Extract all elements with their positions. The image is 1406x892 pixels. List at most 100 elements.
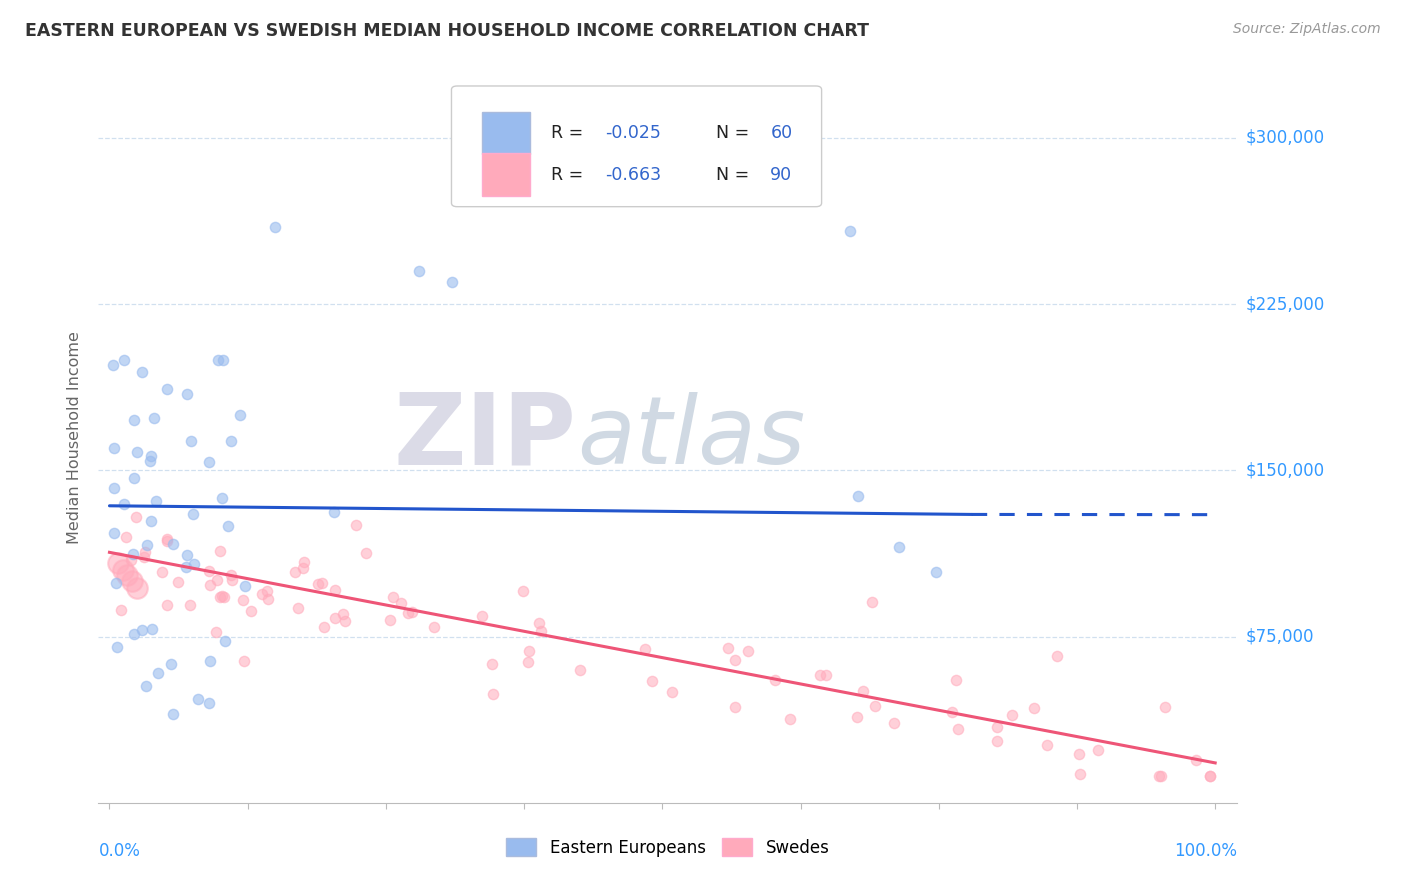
- FancyBboxPatch shape: [482, 153, 530, 196]
- Point: [401, 606, 423, 620]
- Point: [219, 434, 242, 449]
- Point: [517, 655, 540, 669]
- Text: 60: 60: [770, 124, 793, 142]
- Text: 90: 90: [770, 166, 793, 184]
- Point: [925, 565, 948, 579]
- Point: [482, 688, 505, 702]
- Point: [135, 679, 157, 693]
- Point: [233, 579, 256, 593]
- Point: [233, 654, 256, 668]
- Point: [105, 575, 128, 590]
- Point: [207, 352, 229, 367]
- Point: [145, 494, 167, 508]
- Point: [256, 592, 278, 607]
- Point: [311, 576, 333, 591]
- Point: [131, 365, 153, 379]
- Point: [212, 590, 235, 604]
- Text: EASTERN EUROPEAN VS SWEDISH MEDIAN HOUSEHOLD INCOME CORRELATION CHART: EASTERN EUROPEAN VS SWEDISH MEDIAN HOUSE…: [25, 22, 869, 40]
- Point: [150, 566, 173, 580]
- Point: [156, 382, 179, 396]
- Point: [948, 723, 970, 737]
- Point: [176, 387, 198, 401]
- Point: [1087, 742, 1109, 756]
- Point: [214, 634, 236, 648]
- Point: [179, 598, 201, 612]
- Point: [125, 510, 148, 524]
- Point: [112, 497, 135, 511]
- Point: [256, 584, 278, 599]
- Point: [212, 352, 235, 367]
- Point: [121, 574, 143, 589]
- Point: [139, 453, 162, 467]
- Point: [863, 699, 886, 714]
- Point: [356, 546, 378, 560]
- Point: [167, 574, 190, 589]
- Point: [211, 491, 233, 506]
- Point: [396, 606, 419, 620]
- Point: [724, 652, 747, 666]
- Point: [131, 623, 153, 637]
- Point: [125, 445, 148, 459]
- Point: [217, 519, 239, 533]
- Point: [219, 567, 242, 582]
- Text: N =: N =: [716, 124, 755, 142]
- Point: [1198, 769, 1220, 783]
- Point: [471, 609, 494, 624]
- Point: [333, 615, 356, 629]
- Point: [814, 668, 837, 682]
- Point: [127, 581, 149, 595]
- Point: [159, 657, 181, 671]
- Point: [661, 685, 683, 699]
- Point: [323, 611, 346, 625]
- Point: [344, 518, 367, 533]
- Point: [808, 668, 831, 682]
- Point: [323, 582, 346, 597]
- Point: [1149, 769, 1171, 783]
- Point: [122, 627, 145, 641]
- Point: [763, 673, 786, 687]
- Point: [115, 530, 138, 544]
- Point: [198, 696, 221, 710]
- Point: [530, 624, 553, 638]
- Point: [724, 699, 747, 714]
- Point: [641, 674, 664, 689]
- Text: $75,000: $75,000: [1246, 628, 1315, 646]
- Point: [852, 684, 875, 698]
- Point: [517, 644, 540, 658]
- Point: [737, 644, 759, 658]
- Point: [139, 449, 162, 463]
- Point: [408, 264, 430, 278]
- Point: [208, 590, 231, 604]
- Point: [221, 574, 243, 588]
- Point: [568, 663, 591, 677]
- Point: [1045, 649, 1067, 664]
- Text: atlas: atlas: [576, 392, 806, 483]
- Point: [887, 540, 910, 554]
- Point: [198, 455, 221, 469]
- Point: [115, 567, 138, 582]
- Text: R =: R =: [551, 166, 588, 184]
- Point: [717, 641, 740, 656]
- Point: [174, 559, 197, 574]
- Point: [112, 352, 135, 367]
- Point: [146, 666, 169, 681]
- Text: 100.0%: 100.0%: [1174, 842, 1237, 860]
- Point: [264, 219, 287, 234]
- Point: [941, 705, 963, 719]
- Point: [381, 590, 404, 604]
- Point: [441, 275, 464, 289]
- Point: [1001, 707, 1024, 722]
- Text: Source: ZipAtlas.com: Source: ZipAtlas.com: [1233, 22, 1381, 37]
- Point: [105, 640, 128, 655]
- Text: $150,000: $150,000: [1246, 461, 1324, 479]
- Point: [1153, 700, 1175, 714]
- FancyBboxPatch shape: [451, 86, 821, 207]
- Point: [139, 515, 162, 529]
- FancyBboxPatch shape: [482, 112, 530, 154]
- Point: [527, 616, 550, 631]
- Point: [198, 653, 221, 667]
- Point: [122, 413, 145, 427]
- Point: [107, 557, 129, 571]
- Point: [187, 691, 209, 706]
- Point: [162, 537, 184, 551]
